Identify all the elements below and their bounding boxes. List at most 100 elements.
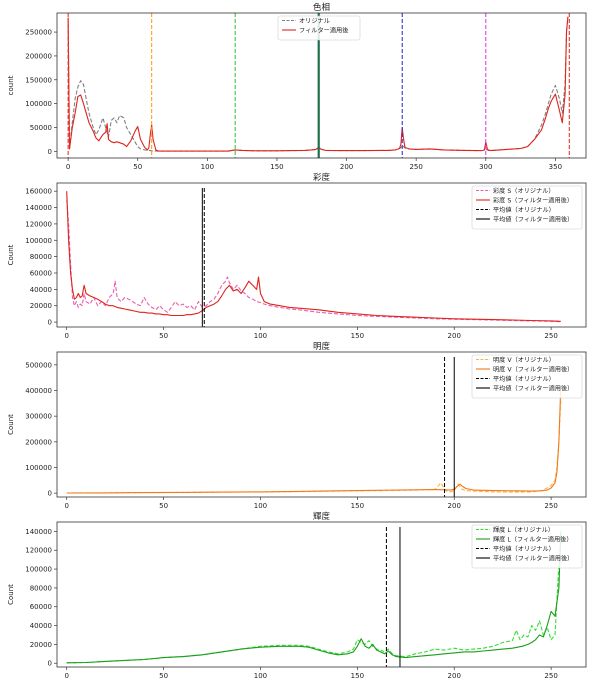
- series-line-1: [66, 385, 562, 494]
- x-tick-label: 350: [549, 163, 562, 171]
- x-tick-label: 200: [448, 672, 461, 680]
- legend-box: [471, 185, 583, 230]
- axes-frame: [56, 351, 587, 498]
- legend-entry: 平均値（オリジナル）: [493, 206, 555, 214]
- legend-entry: 平均値（フィルター適用後）: [493, 555, 573, 563]
- y-tick-label: 100000: [25, 566, 52, 574]
- axes-frame: [56, 182, 587, 328]
- y-tick-label: 0: [48, 319, 52, 327]
- x-tick-label: 200: [340, 163, 353, 171]
- y-axis-label: count: [7, 75, 15, 95]
- x-tick-label: 250: [544, 332, 557, 340]
- x-tick-label: 50: [159, 672, 168, 680]
- plot-area: [66, 188, 561, 327]
- x-tick-label: 50: [159, 502, 168, 510]
- x-tick-label: 0: [64, 502, 68, 510]
- y-tick-label: 140000: [25, 204, 52, 212]
- y-tick-label: 100000: [25, 237, 52, 245]
- chart-panel-1: 彩度 Count 0 50 100 150 200 250 0 20000 40000 60000 80…: [7, 172, 587, 340]
- y-tick-label: 0: [48, 660, 52, 668]
- y-tick-label: 300000: [25, 413, 52, 421]
- y-tick-label: 200000: [25, 52, 52, 60]
- x-tick-label: 50: [159, 332, 168, 340]
- legend-entry: 明度 V（フィルター適用後）: [493, 366, 573, 374]
- x-tick-label: 100: [254, 672, 267, 680]
- legend-entry: 輝度 L（フィルター適用後）: [493, 536, 573, 544]
- series-line-1: [67, 16, 569, 152]
- legend-entry: オリジナル: [299, 18, 330, 25]
- x-tick-label: 250: [409, 163, 422, 171]
- plot-area: [66, 357, 562, 497]
- legend-entry: 彩度 S（フィルター適用後）: [493, 197, 573, 205]
- y-tick-label: 100000: [25, 464, 52, 472]
- legend-entry: 平均値（フィルター適用後）: [493, 385, 573, 393]
- legend: 明度 V（オリジナル） 明度 V（フィルター適用後）平均値（オリジナル） 平均値（フ…: [471, 354, 583, 399]
- y-tick-label: 120000: [25, 220, 52, 228]
- chart-title: 輝度: [313, 511, 331, 522]
- y-tick-label: 400000: [25, 387, 52, 395]
- x-tick-label: 100: [201, 163, 214, 171]
- y-tick-label: 100000: [25, 100, 52, 108]
- y-tick-label: 80000: [30, 584, 52, 592]
- x-tick-label: 0: [66, 163, 70, 171]
- y-axis-label: Count: [7, 584, 15, 605]
- x-tick-label: 150: [351, 332, 364, 340]
- x-tick-label: 200: [448, 502, 461, 510]
- y-tick-label: 20000: [30, 302, 52, 310]
- x-tick-label: 0: [64, 672, 68, 680]
- y-tick-label: 250000: [25, 29, 52, 37]
- legend-box: [471, 524, 583, 569]
- y-tick-label: 0: [48, 490, 52, 498]
- y-axis-label: Count: [7, 414, 15, 435]
- y-tick-label: 50000: [30, 124, 52, 132]
- legend-box: [277, 15, 361, 41]
- chart-title: 明度: [313, 341, 331, 352]
- chart-panel-2: 明度 Count 0 50 100 150 200 250 0 100000 200000 30000…: [7, 341, 587, 510]
- y-tick-label: 200000: [25, 438, 52, 446]
- y-axis-label: Count: [7, 244, 15, 265]
- plot-area: [66, 527, 562, 667]
- y-tick-label: 160000: [25, 188, 52, 196]
- x-tick-label: 50: [133, 163, 142, 171]
- x-tick-label: 300: [479, 163, 492, 171]
- y-tick-label: 120000: [25, 547, 52, 555]
- legend-entry: フィルター適用後: [299, 27, 349, 35]
- y-tick-label: 20000: [30, 641, 52, 649]
- series-line-1: [66, 531, 562, 664]
- legend-entry: 平均値（オリジナル）: [493, 375, 555, 383]
- series-line-0: [66, 398, 562, 494]
- chart-panel-0: 色相 count 0 50 100 150 200 250 300 350 0 50000 100000…: [7, 2, 587, 171]
- legend-box: [471, 354, 583, 399]
- chart-title: 彩度: [313, 172, 331, 183]
- x-tick-label: 100: [254, 502, 267, 510]
- x-tick-label: 100: [254, 332, 267, 340]
- y-tick-label: 40000: [30, 622, 52, 630]
- legend: 輝度 L（オリジナル） 輝度 L（フィルター適用後）平均値（オリジナル） 平均値（フ…: [471, 524, 583, 569]
- legend-entry: 輝度 L（オリジナル）: [493, 526, 554, 534]
- legend-entry: 平均値（オリジナル）: [493, 545, 555, 553]
- y-tick-label: 80000: [30, 253, 52, 261]
- x-tick-label: 0: [64, 332, 68, 340]
- chart-panel-3: 輝度 Count 0 50 100 150 200 250 0 20000 40000 60000 80…: [7, 511, 587, 680]
- y-tick-label: 500000: [25, 361, 52, 369]
- series-line-1: [66, 191, 561, 322]
- legend-entry: 彩度 S（オリジナル）: [493, 187, 555, 195]
- y-tick-label: 40000: [30, 286, 52, 294]
- legend-entry: 平均値（フィルター適用後）: [493, 216, 573, 224]
- x-tick-label: 250: [544, 502, 557, 510]
- x-tick-label: 150: [351, 672, 364, 680]
- series-line-0: [66, 199, 561, 323]
- y-tick-label: 150000: [25, 76, 52, 84]
- chart-title: 色相: [313, 2, 330, 13]
- y-tick-label: 60000: [30, 603, 52, 611]
- axes-frame: [56, 12, 587, 159]
- y-tick-label: 140000: [25, 528, 52, 536]
- x-tick-label: 150: [351, 502, 364, 510]
- axes-frame: [56, 521, 587, 668]
- legend: 彩度 S（オリジナル） 彩度 S（フィルター適用後）平均値（オリジナル） 平均値（フ…: [471, 185, 583, 230]
- x-tick-label: 250: [544, 672, 557, 680]
- legend-entry: 明度 V（オリジナル）: [493, 356, 555, 364]
- y-tick-label: 60000: [30, 270, 52, 278]
